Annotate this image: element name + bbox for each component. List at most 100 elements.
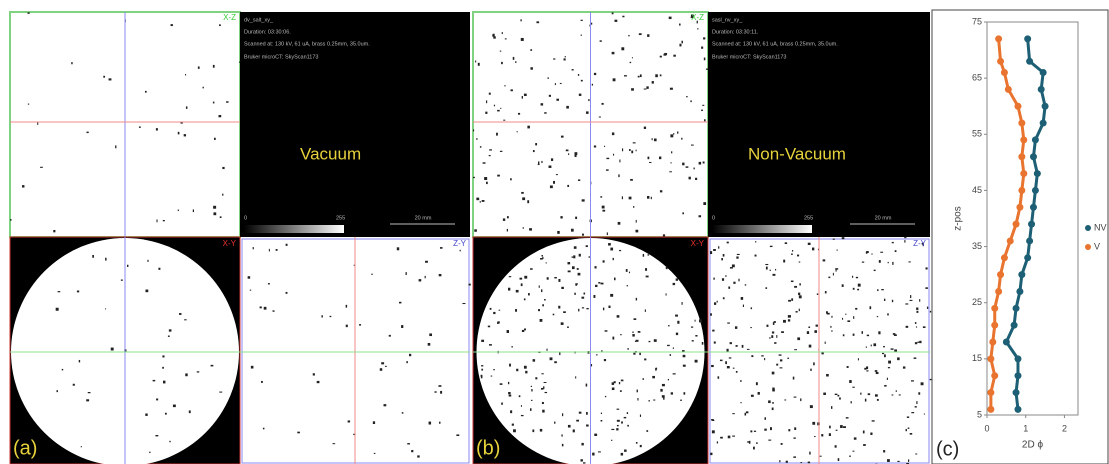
speck — [248, 276, 251, 279]
speck — [490, 308, 492, 310]
speck — [598, 282, 600, 284]
speck — [482, 200, 485, 202]
speck — [639, 33, 642, 35]
speck — [794, 349, 797, 350]
speck — [673, 373, 676, 374]
speck — [562, 413, 563, 416]
speck — [503, 218, 505, 220]
data-point — [1040, 120, 1047, 127]
speck — [823, 259, 826, 261]
speck — [321, 315, 322, 317]
speck — [579, 254, 581, 257]
data-point — [987, 355, 994, 362]
speck — [702, 342, 704, 345]
speck — [162, 367, 164, 369]
speck — [536, 21, 539, 23]
speck — [488, 326, 490, 328]
speck — [57, 390, 58, 392]
speck — [711, 419, 714, 421]
speck — [524, 328, 526, 330]
speck — [780, 359, 782, 361]
speck — [401, 325, 403, 328]
speck — [896, 390, 897, 391]
speck — [870, 306, 872, 309]
speck — [516, 369, 518, 371]
speck — [261, 381, 263, 383]
speck — [545, 392, 548, 393]
speck — [169, 329, 172, 331]
speck — [139, 126, 141, 127]
speck — [523, 227, 524, 228]
speck — [586, 412, 588, 415]
speck — [751, 355, 753, 357]
speck — [71, 62, 72, 64]
speck — [754, 431, 756, 432]
speck — [845, 314, 846, 315]
speck — [643, 254, 644, 257]
speck — [875, 394, 878, 396]
speck — [917, 342, 919, 343]
speck — [837, 250, 838, 251]
speck — [567, 327, 569, 328]
speck — [813, 362, 815, 365]
y-tick-label: 55 — [972, 129, 982, 139]
speck — [704, 119, 706, 121]
speck — [645, 309, 646, 312]
speck — [519, 395, 521, 397]
speck — [163, 381, 165, 384]
speck — [286, 244, 288, 246]
panel-letter: (b) — [476, 437, 500, 459]
speck — [833, 239, 835, 240]
speck — [911, 412, 914, 413]
speck — [555, 83, 556, 85]
speck — [508, 382, 509, 384]
speck — [169, 441, 170, 442]
speck — [689, 177, 691, 180]
speck — [852, 276, 853, 278]
speck — [631, 88, 634, 90]
speck — [109, 78, 112, 80]
speck — [541, 373, 543, 374]
scan-info: sasl_nv_xy_ — [712, 17, 743, 23]
speck — [103, 76, 105, 78]
speck — [636, 220, 637, 223]
speck — [764, 358, 765, 360]
speck — [728, 436, 731, 439]
speck — [515, 61, 516, 63]
speck — [773, 322, 775, 325]
speck — [573, 429, 575, 432]
speck — [703, 202, 706, 205]
speck — [879, 260, 881, 263]
speck — [870, 432, 872, 434]
speck — [646, 276, 649, 278]
speck — [121, 279, 123, 280]
speck — [695, 360, 698, 363]
speck — [887, 313, 889, 315]
speck — [718, 246, 719, 248]
speck — [673, 347, 674, 348]
speck — [710, 453, 712, 455]
speck — [86, 132, 88, 133]
speck — [713, 249, 716, 251]
speck — [897, 357, 900, 360]
speck — [579, 412, 582, 414]
speck — [574, 246, 577, 249]
speck — [627, 285, 628, 286]
speck — [213, 212, 216, 215]
speck — [893, 333, 896, 335]
speck — [755, 255, 757, 257]
speck — [173, 405, 176, 408]
speck — [872, 420, 875, 421]
speck — [614, 381, 616, 383]
speck — [835, 394, 838, 395]
speck — [725, 361, 727, 364]
speck — [530, 49, 532, 51]
speck — [647, 34, 649, 37]
speck — [829, 426, 831, 429]
speck — [833, 273, 834, 276]
speck — [736, 256, 738, 258]
speck — [193, 209, 194, 212]
speck — [660, 74, 662, 76]
speck — [572, 69, 574, 70]
speck — [860, 393, 861, 395]
